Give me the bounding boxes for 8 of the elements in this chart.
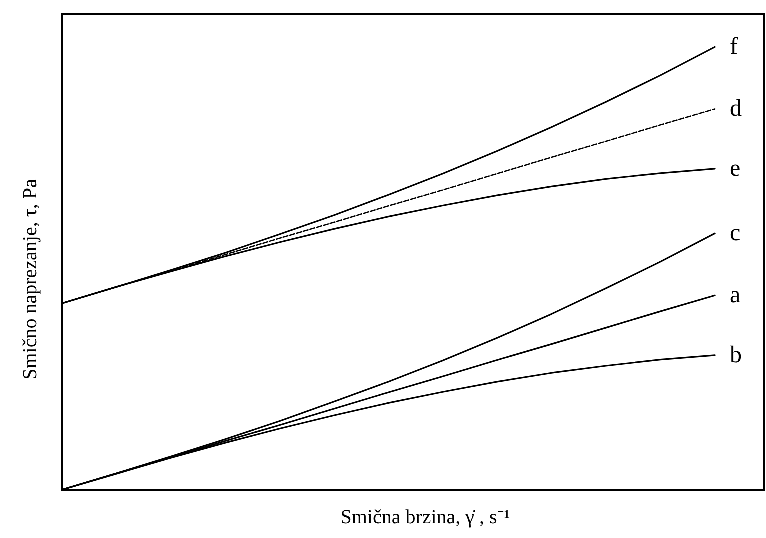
series-label: c [730,220,741,247]
series-label: b [730,342,742,368]
series-label: e [730,156,741,182]
series-label: f [730,34,738,60]
series-label: a [730,282,742,309]
series-label: d [730,96,742,122]
x-axis-title: Smična brzina, γ̇ , s⁻¹ [340,506,510,528]
y-axis-title: Smično naprezanje, τ, Pa [20,179,42,380]
